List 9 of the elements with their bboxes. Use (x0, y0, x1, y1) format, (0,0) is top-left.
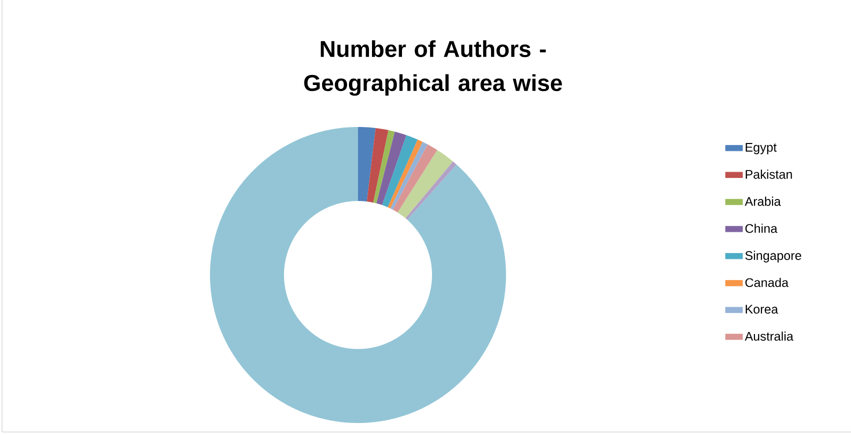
legend-label: Australia (744, 332, 794, 341)
legend-label: Arabia (744, 196, 781, 206)
legend-label: China (745, 224, 778, 233)
chart-title: Number of Authors - Geographical area wise (304, 40, 562, 96)
legend-label: Egypt (746, 143, 777, 154)
legend-label: Korea (746, 304, 778, 314)
legend-label: Pakistan (746, 170, 792, 179)
legend-label: Canada (745, 278, 789, 288)
legend-label: Singapore (745, 250, 802, 262)
